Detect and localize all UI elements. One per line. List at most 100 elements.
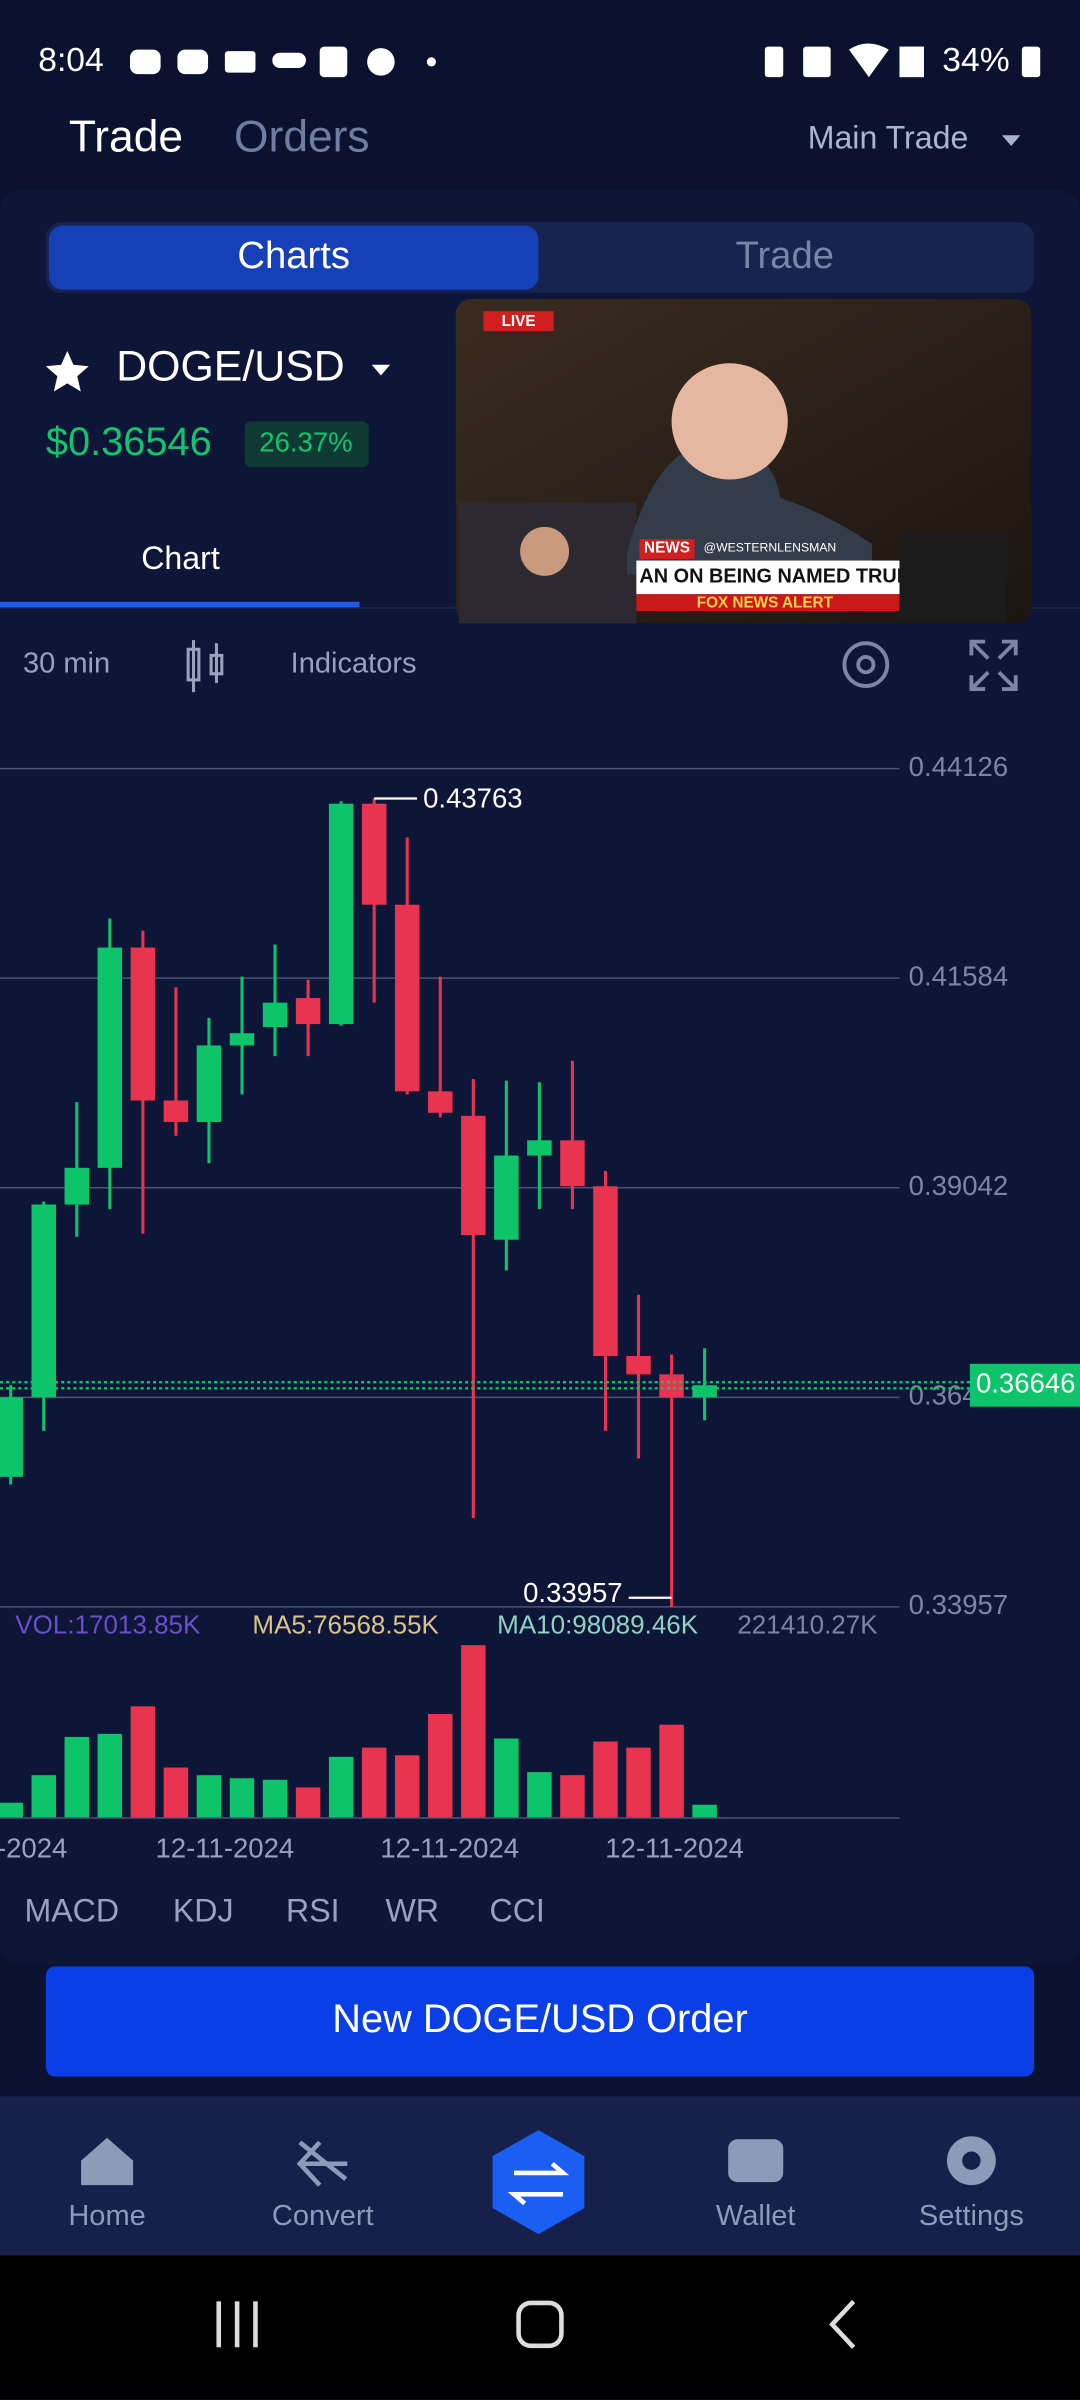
favorite-star[interactable] [45,350,89,392]
x-date-label: -2024 [0,1832,67,1863]
segment-charts[interactable]: Charts [237,234,350,277]
system-bar [0,2255,1080,2400]
candle-body [328,803,354,1025]
video-alert: FOX NEWS ALERT [697,594,834,611]
volume-bar [31,1775,56,1819]
indicator-tab[interactable]: CCI [490,1892,545,1928]
volume-bar [428,1713,453,1819]
candle-body [97,947,123,1168]
y-tick-label: 0.41584 [909,960,1008,991]
candle-body [361,803,387,905]
nav-wallet[interactable]: Wallet [716,2200,796,2232]
nav-convert[interactable]: Convert [272,2200,374,2232]
candle-body [130,947,156,1101]
live-badge [483,311,554,332]
order-button-label[interactable]: New DOGE/USD Order [332,1997,747,2041]
volume-bar [262,1779,288,1819]
indicator-tab[interactable]: WR [385,1892,439,1928]
indicator-tab[interactable]: KDJ [173,1892,234,1928]
battery: 34% [942,42,1009,79]
candle-body [262,1002,288,1028]
ma5-label: MA5:76568.55K [252,1610,439,1640]
y-tick-label: 0.33957 [909,1589,1008,1620]
nav-home[interactable]: Home [68,2200,145,2232]
account-select[interactable]: Main Trade [808,119,969,155]
high-label: 0.43763 [423,782,522,813]
candle-icon[interactable] [186,640,224,693]
home-icon[interactable] [81,2137,134,2186]
inset-person [520,526,570,576]
volume-bar [692,1804,717,1819]
x-date-label: 12-11-2024 [380,1832,519,1863]
candle-body [163,1100,189,1122]
volume-bar [196,1775,222,1819]
volume-bar [295,1787,321,1819]
candle-body [229,1033,255,1046]
x-date-label: 12-11-2024 [156,1832,295,1863]
candle-body [692,1385,717,1398]
indicator-tab[interactable]: RSI [286,1892,340,1928]
panel [0,190,1080,1965]
volume-bar [328,1756,354,1819]
candle-body [461,1115,486,1236]
candle-body [196,1045,222,1122]
segment-trade[interactable]: Trade [736,234,834,277]
volume-bar [527,1772,552,1819]
volume-bar [494,1738,519,1819]
video-headline: AN ON BEING NAMED TRUMP'S BO [639,566,979,588]
video-handle: @WESTERNLENSMAN [704,541,837,555]
candle-body [295,998,321,1025]
settings-icon[interactable] [842,641,890,688]
nav-settings[interactable]: Settings [919,2200,1024,2232]
settings-nav-hole [962,2151,981,2170]
indicators-button[interactable]: Indicators [291,647,417,679]
tab-trade[interactable]: Trade [69,113,183,162]
volume-label: VOL:17013.85K [15,1610,201,1640]
interval[interactable]: 30 min [23,647,110,679]
change-badge [244,421,369,468]
last-price-box [969,1363,1080,1407]
candle-body [394,904,420,1092]
video-face [671,363,788,480]
volume-bar [0,1802,23,1819]
convert-icon[interactable] [296,2140,348,2187]
last-price-label: 0.36646 [976,1368,1075,1399]
volume-bar [361,1747,387,1819]
pair-symbol[interactable]: DOGE/USD [116,343,344,391]
candle-body [31,1204,56,1398]
order-button[interactable] [45,1966,1035,2077]
chart-area: 0.441260.415840.390420.364990.339570.437… [0,751,1080,1863]
ma10-label: MA10:98089.46K [497,1610,699,1640]
candle-body [64,1167,90,1205]
volume-bar [394,1755,420,1819]
status-icons [130,43,1041,78]
tab-orders[interactable]: Orders [234,113,370,162]
volume-bar [163,1767,189,1819]
status-time: 8:04 [38,42,103,79]
candle-body [626,1355,651,1375]
tab-underline [0,601,360,608]
indicator-tab[interactable]: MACD [24,1892,119,1928]
volume-bar [461,1645,486,1819]
segment-active[interactable] [48,225,539,290]
wallet-icon[interactable] [728,2139,784,2183]
volume-bar [560,1775,585,1819]
y-tick-label: 0.44126 [909,751,1008,782]
center-button[interactable] [492,2130,585,2235]
volume-max-label: 221410.27K [737,1610,878,1640]
price: $0.36546 [46,420,212,464]
volume-bar [229,1778,255,1819]
fullscreen-icon[interactable] [969,639,1018,691]
candle-body [659,1374,684,1398]
tab-chart[interactable]: Chart [141,540,220,576]
volume-bar [626,1747,651,1819]
candle-body [494,1155,519,1240]
candle-body [593,1186,618,1356]
volume-bar [97,1733,123,1819]
news-text: NEWS [644,539,690,556]
live-text: LIVE [502,313,536,330]
system-buttons[interactable] [216,2299,856,2349]
video-chat [899,533,1007,622]
